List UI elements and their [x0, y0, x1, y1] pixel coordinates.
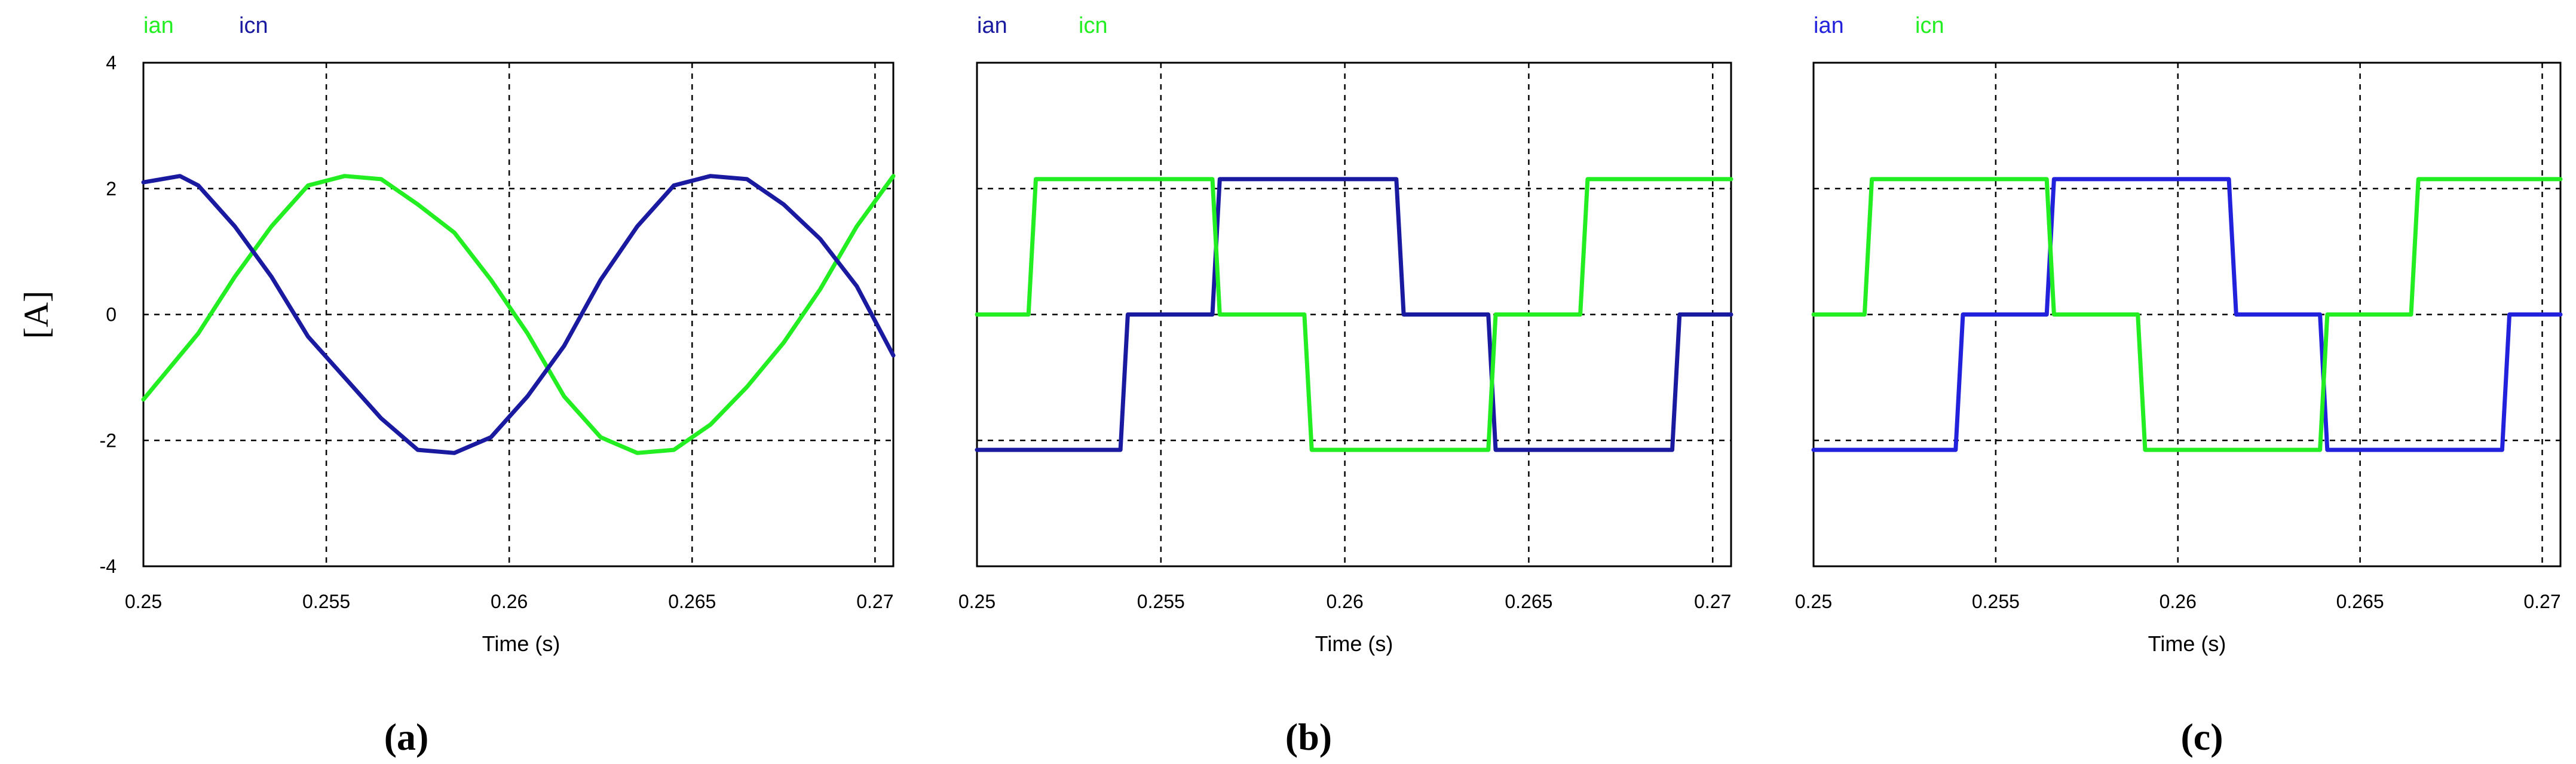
x-axis-label: Time (s): [2148, 631, 2226, 656]
y-tick-label: 0: [106, 304, 117, 326]
x-tick-label: 0.265: [2336, 591, 2384, 612]
series-line-ian: [1811, 177, 2563, 452]
x-tick-label: 0.25: [958, 591, 996, 612]
legend-entry: icn: [1079, 13, 1108, 38]
x-tick-label: 0.26: [2160, 591, 2197, 612]
series-line-ian: [141, 174, 896, 455]
series-line-ian: [975, 177, 1733, 452]
x-tick-label: 0.255: [1137, 591, 1185, 612]
x-tick-label: 0.255: [1972, 591, 2020, 612]
series-line-icn: [975, 177, 1733, 452]
x-tick-label: 0.27: [856, 591, 893, 612]
x-tick-label: 0.25: [125, 591, 162, 612]
x-tick-label: 0.27: [1694, 591, 1731, 612]
series-line-icn: [141, 174, 896, 455]
x-tick-label: 0.27: [2523, 591, 2560, 612]
y-axis-label: [A]: [17, 291, 56, 339]
plot-area: 0.25 0.255 0.26 0.265 0.27: [1795, 62, 2563, 612]
y-tick-label: 2: [106, 178, 117, 200]
plot-area: 0.25 0.255 0.26 0.265 0.27: [958, 62, 1733, 612]
legend-entry: icn: [239, 13, 268, 38]
series-line-icn: [1811, 177, 2563, 452]
y-tick-label: -4: [100, 556, 117, 577]
plot-area: 0.25 0.255 0.26 0.265 0.27 -4 -2 0 2 4: [100, 52, 896, 612]
legend-entry: ian: [1814, 13, 1844, 38]
x-tick-label: 0.26: [491, 591, 528, 612]
x-axis-label: Time (s): [482, 631, 560, 656]
panel-caption: (b): [1285, 716, 1332, 758]
panel-a: ian icn [A] 0.25 0.255 0.26 0.265 0.27 -4 -2 0 2…: [17, 13, 896, 758]
panel-caption: (c): [2180, 716, 2223, 758]
y-tick-label: 4: [106, 52, 117, 73]
x-tick-label: 0.26: [1326, 591, 1363, 612]
x-tick-label: 0.255: [302, 591, 350, 612]
x-axis-label: Time (s): [1315, 631, 1393, 656]
legend-entry: ian: [143, 13, 174, 38]
x-tick-label: 0.25: [1795, 591, 1832, 612]
panel-caption: (a): [384, 716, 429, 758]
legend-entry: icn: [1915, 13, 1944, 38]
legend-entry: ian: [977, 13, 1007, 38]
panel-c: ian icn 0.25 0.255 0.26 0.265 0.27 Time (s) …: [1795, 13, 2563, 758]
x-tick-label: 0.265: [668, 591, 716, 612]
y-tick-label: -2: [100, 429, 117, 451]
x-tick-label: 0.265: [1505, 591, 1552, 612]
panel-b: ian icn 0.25 0.255 0.26 0.265 0.27 Time (s) …: [958, 13, 1733, 758]
